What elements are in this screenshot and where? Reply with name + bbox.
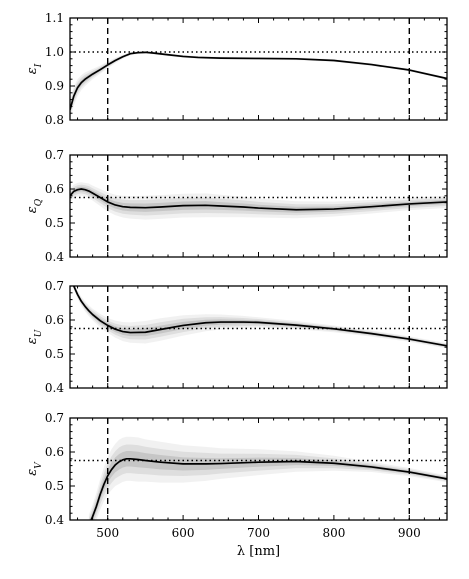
y-axis-label: εV: [25, 461, 44, 476]
uncertainty-band: [88, 436, 447, 520]
y-axis-label-main: ε: [25, 206, 40, 213]
y-axis-label-main: ε: [25, 337, 40, 344]
panel-4: 0.4 0.5 0.6 0.7 εV 500 600 700 800 900: [25, 411, 448, 540]
y-axis-label-main: ε: [25, 469, 40, 476]
y-tick-label: 0.5: [45, 347, 64, 361]
x-tick-label: 600: [172, 526, 195, 540]
uncertainty-band: [73, 286, 447, 348]
y-tick-label: 0.4: [45, 250, 64, 264]
x-tick-label: 800: [322, 526, 345, 540]
plot-area: [70, 286, 447, 388]
y-axis-label: εI: [25, 63, 44, 74]
uncertainty-band: [89, 451, 447, 520]
series-line: [72, 286, 447, 347]
uncertainty-band: [70, 51, 447, 117]
series-line: [90, 457, 447, 520]
series-line: [70, 51, 447, 111]
y-tick-label: 0.5: [45, 216, 64, 230]
y-axis-label-sub: I: [34, 63, 44, 68]
uncertainty-band: [73, 286, 447, 349]
y-tick-label: 0.7: [45, 411, 64, 425]
panel-2: 0.4 0.5 0.6 0.7 εQ: [25, 148, 448, 264]
uncertainty-band: [70, 51, 447, 114]
y-axis-label: εU: [25, 329, 44, 344]
y-tick-label: 1.1: [45, 11, 64, 25]
y-tick-label: 0.8: [45, 113, 64, 127]
y-tick-label: 0.7: [45, 279, 64, 293]
y-axis-label-main: ε: [25, 67, 40, 74]
y-tick-label: 0.4: [45, 513, 64, 527]
x-tick-label: 700: [247, 526, 270, 540]
y-tick-label: 0.6: [45, 313, 64, 327]
x-tick-label: 900: [398, 526, 421, 540]
y-tick-label: 0.6: [45, 445, 64, 459]
y-axis-label-sub: Q: [34, 198, 44, 206]
plot-area: [70, 155, 447, 257]
x-axis-label: λ [nm]: [237, 544, 280, 559]
y-axis-label-sub: V: [34, 461, 44, 469]
y-tick-label: 0.5: [45, 479, 64, 493]
y-tick-label: 0.6: [45, 182, 64, 196]
plot-area: [70, 18, 447, 120]
y-tick-label: 0.7: [45, 148, 64, 162]
y-tick-label: 1.0: [45, 45, 64, 59]
x-tick-label: 500: [96, 526, 119, 540]
uncertainty-band: [70, 182, 447, 220]
y-tick-label: 0.4: [45, 381, 64, 395]
series-line: [70, 188, 447, 211]
y-axis-label: εQ: [25, 198, 44, 213]
uncertainty-band: [70, 50, 447, 120]
panel-1: 0.8 0.9 1.0 1.1 εI: [25, 11, 448, 127]
plot-area: [70, 418, 447, 520]
panel-frame: [69, 17, 448, 121]
panel-3: 0.4 0.5 0.6 0.7 εU: [25, 279, 448, 395]
y-tick-label: 0.9: [45, 79, 64, 93]
y-axis-label-sub: U: [34, 329, 44, 337]
